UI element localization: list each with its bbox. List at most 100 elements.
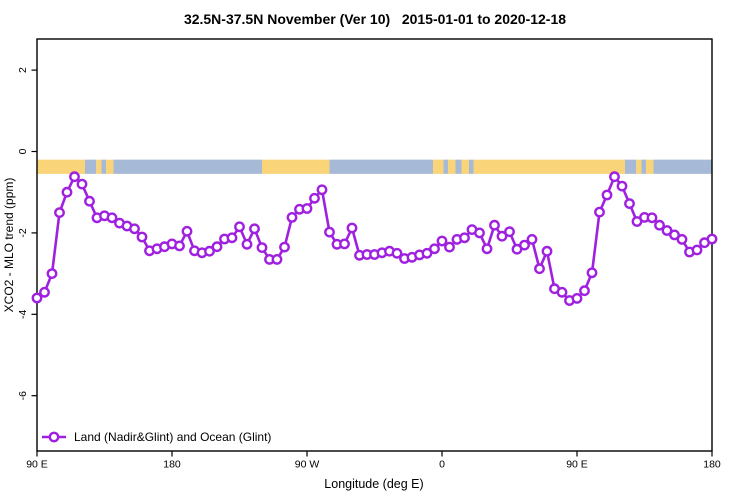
map-strip-segment-land — [433, 159, 444, 174]
data-point — [54, 207, 65, 219]
legend: Land (Nadir&Glint) and Ocean (Glint) — [42, 430, 271, 444]
data-point — [309, 192, 320, 204]
y-tick-label: 2 — [17, 67, 29, 73]
data-point — [301, 203, 313, 214]
data-point — [204, 245, 215, 257]
map-strip-segment-land — [262, 159, 330, 174]
map-strip-segment-land — [37, 159, 85, 174]
x-tick-label: 90 W — [295, 459, 320, 471]
data-point — [226, 232, 238, 244]
x-axis-label: Longitude (deg E) — [324, 477, 423, 491]
data-point — [496, 230, 508, 242]
map-strip-segment-land — [96, 159, 102, 174]
map-strip-segment-land — [106, 159, 114, 174]
data-point — [616, 180, 628, 192]
data-point — [256, 242, 268, 254]
data-point — [541, 245, 553, 257]
x-tick-label: 180 — [703, 459, 721, 471]
data-point — [691, 244, 703, 256]
data-point — [481, 243, 493, 255]
chart-title: 32.5N-37.5N November (Ver 10) 2015-01-01… — [183, 11, 567, 27]
data-point — [444, 241, 455, 253]
map-strip-segment-land — [461, 159, 469, 174]
x-tick-label: 90 E — [26, 459, 48, 471]
y-tick-label: 0 — [17, 148, 29, 154]
map-strip-segment-ocean — [113, 159, 262, 174]
data-point — [504, 226, 515, 238]
plot-frame — [36, 38, 713, 452]
x-tick-label: 180 — [163, 459, 181, 471]
data-point — [556, 286, 568, 298]
data-point — [519, 239, 530, 251]
data-point — [136, 231, 148, 243]
data-point — [436, 235, 448, 247]
data-point — [594, 206, 605, 218]
data-point — [324, 226, 335, 238]
map-strip-segment-ocean — [641, 159, 646, 174]
data-point — [534, 263, 545, 275]
data-point — [316, 184, 328, 196]
map-strip-segment-ocean — [455, 159, 462, 174]
data-point — [706, 233, 718, 245]
map-strip-segment-ocean — [469, 159, 474, 174]
data-point — [579, 285, 590, 297]
data-point — [421, 247, 433, 259]
data-point — [646, 212, 658, 224]
data-point — [39, 286, 50, 298]
map-strip-segment-ocean — [443, 159, 448, 174]
data-point — [46, 268, 58, 279]
data-point — [181, 225, 193, 237]
data-point — [249, 223, 260, 235]
data-point — [526, 233, 538, 245]
data-point — [241, 238, 253, 250]
data-point — [586, 267, 598, 279]
data-point — [31, 292, 43, 304]
data-point — [174, 240, 185, 252]
data-point — [429, 243, 440, 255]
data-point — [76, 178, 88, 190]
data-point — [654, 219, 665, 231]
data-point — [669, 229, 680, 241]
data-point — [339, 238, 350, 250]
data-point — [346, 222, 358, 234]
legend-marker-icon — [48, 431, 60, 443]
data-point — [391, 247, 403, 259]
data-point — [474, 227, 485, 239]
x-tick-label: 0 — [439, 459, 445, 471]
data-point — [84, 195, 95, 207]
map-strip-segment-land — [448, 159, 456, 174]
map-strip-segment-land — [473, 159, 625, 174]
map-strip-segment-ocean — [101, 159, 106, 174]
map-strip-segment-ocean — [625, 159, 637, 174]
data-point — [609, 171, 620, 183]
data-point — [459, 232, 470, 244]
data-point — [211, 241, 223, 253]
map-strip-segment-land — [636, 159, 642, 174]
data-point — [69, 171, 80, 183]
data-point — [571, 292, 583, 304]
data-point — [624, 198, 635, 210]
data-point — [106, 212, 118, 224]
data-point — [61, 186, 73, 198]
data-point — [129, 223, 140, 235]
y-axis-label: XCO2 - MLO trend (ppm) — [2, 178, 16, 313]
data-point — [661, 225, 673, 236]
y-tick-label: -6 — [17, 391, 29, 400]
map-strip-segment-ocean — [329, 159, 433, 174]
data-point — [279, 241, 290, 253]
data-point — [234, 221, 245, 233]
legend-label: Land (Nadir&Glint) and Ocean (Glint) — [74, 430, 271, 444]
y-tick-label: -4 — [17, 309, 29, 318]
data-point — [676, 233, 688, 245]
map-strip-segment-ocean — [85, 159, 97, 174]
data-point — [489, 219, 500, 231]
x-tick-label: 90 E — [566, 459, 588, 471]
y-tick-label: -2 — [17, 228, 29, 237]
data-point — [601, 189, 613, 201]
data-point — [286, 211, 298, 223]
map-strip-segment-land — [646, 159, 654, 174]
chart-layer: 90 E 180 90 W 0 90 E 180 2 0 -2 -4 -6 — [17, 38, 721, 471]
data-point — [271, 253, 283, 265]
